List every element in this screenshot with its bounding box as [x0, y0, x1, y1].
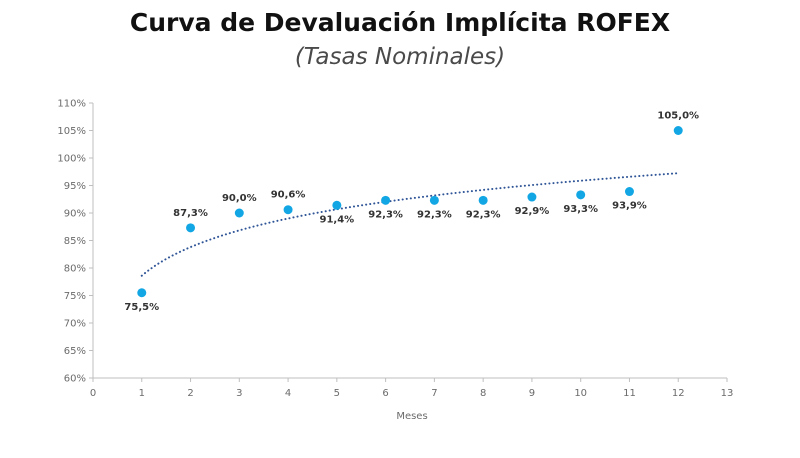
data-point: [576, 190, 586, 200]
x-tick-label: 9: [529, 388, 535, 399]
y-tick-label: 105%: [57, 126, 86, 137]
y-tick-label: 85%: [64, 236, 86, 247]
data-label: 91,4%: [319, 214, 354, 225]
x-tick-label: 1: [139, 388, 145, 399]
data-label: 92,3%: [466, 209, 501, 220]
data-point: [429, 195, 439, 205]
data-point: [283, 205, 293, 215]
x-tick-label: 7: [431, 388, 437, 399]
data-label: 75,5%: [124, 302, 159, 313]
x-tick-label: 6: [382, 388, 388, 399]
data-point: [624, 187, 634, 197]
trendline: [140, 172, 680, 277]
data-label: 90,6%: [271, 190, 306, 201]
data-label: 93,9%: [612, 201, 647, 212]
x-tick-label: 4: [285, 388, 291, 399]
x-tick-label: 12: [672, 388, 685, 399]
y-tick-label: 60%: [64, 374, 86, 385]
y-tick-label: 65%: [64, 346, 86, 357]
data-label: 105,0%: [657, 111, 699, 122]
x-tick-label: 8: [480, 388, 486, 399]
data-point: [673, 126, 683, 135]
y-tick-label: 70%: [64, 319, 86, 330]
data-point: [234, 208, 244, 218]
chart-subtitle: (Tasas Nominales): [294, 44, 506, 70]
y-tick-label: 75%: [64, 291, 86, 302]
y-tick-label: 80%: [64, 264, 86, 275]
y-tick-label: 110%: [57, 99, 86, 110]
x-tick-label: 10: [574, 388, 587, 399]
x-axis-title: Meses: [396, 411, 427, 422]
x-tick-label: 13: [721, 388, 734, 399]
chart-title: Curva de Devaluación Implícita ROFEX: [129, 8, 671, 37]
data-point: [527, 192, 537, 202]
data-point: [478, 195, 488, 205]
y-tick-label: 100%: [57, 154, 86, 165]
x-tick-label: 2: [187, 388, 193, 399]
x-tick-label: 11: [623, 388, 636, 399]
data-label: 92,3%: [417, 209, 452, 220]
y-tick-label: 95%: [64, 181, 86, 192]
data-point: [332, 200, 342, 210]
data-point: [137, 288, 147, 298]
data-point: [186, 223, 196, 233]
data-label: 92,3%: [368, 209, 403, 220]
data-label: 90,0%: [222, 193, 257, 204]
x-tick-label: 5: [334, 388, 340, 399]
data-point: [381, 195, 391, 205]
x-tick-label: 0: [90, 388, 96, 399]
x-tick-label: 3: [236, 388, 242, 399]
data-label: 87,3%: [173, 208, 208, 219]
data-label: 92,9%: [515, 206, 550, 217]
y-tick-label: 90%: [64, 209, 86, 220]
data-label: 93,3%: [563, 204, 598, 215]
